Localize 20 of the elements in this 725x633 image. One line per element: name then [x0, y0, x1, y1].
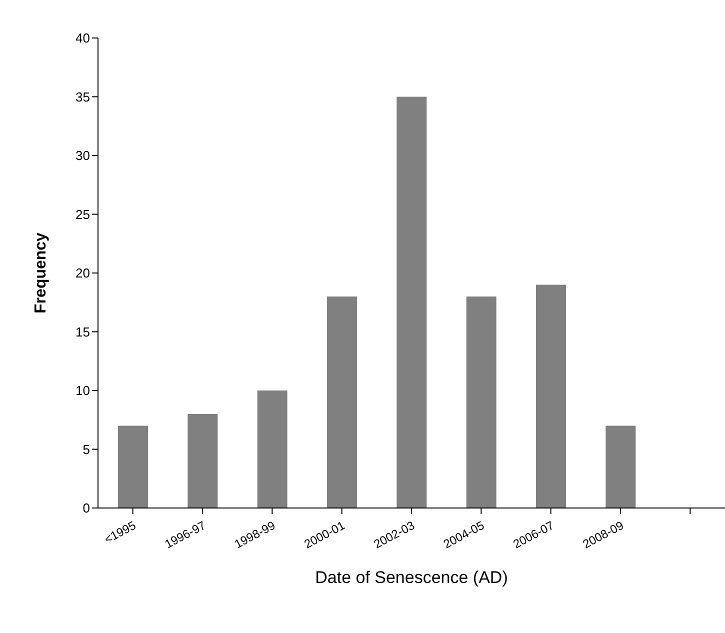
bar [396, 96, 427, 508]
bar [536, 284, 566, 508]
y-tick-label: 15 [76, 324, 90, 340]
y-tick-label: 10 [76, 383, 90, 398]
bar [257, 390, 288, 508]
bar [466, 296, 496, 508]
bar [606, 426, 636, 508]
y-axis-title: Frequency [32, 232, 50, 314]
y-tick-label: 5 [82, 442, 90, 457]
bar [327, 296, 357, 508]
x-axis-title: Date of Senescence (AD) [315, 568, 508, 587]
y-tick-label: 30 [76, 148, 90, 164]
y-tick-label: 20 [76, 266, 90, 281]
y-tick-label: 0 [82, 500, 90, 516]
bar [118, 426, 148, 508]
bar [188, 414, 218, 508]
y-tick-label: 40 [76, 30, 90, 46]
y-tick-label: 35 [76, 89, 90, 104]
y-tick-label: 25 [76, 206, 90, 222]
x-tick-label: <1995 [102, 518, 139, 546]
